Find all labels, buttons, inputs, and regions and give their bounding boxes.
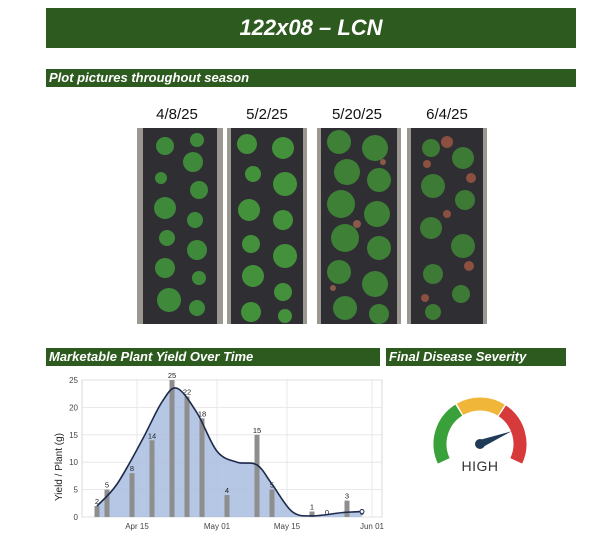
bar-9 [269, 489, 275, 517]
bar-8 [254, 434, 260, 517]
y-tick-label-4: 20 [69, 403, 78, 412]
section-header-pictures-text: Plot pictures throughout season [49, 70, 250, 85]
y-axis-label: Yield / Plant (g) [54, 433, 65, 501]
plot-photo-3-image [317, 128, 401, 324]
bar-value-label-2: 8 [130, 464, 134, 473]
section-header-disease-text: Final Disease Severity Rating [389, 349, 527, 382]
bar-value-label-8: 15 [253, 426, 261, 435]
bar-value-label-1: 5 [105, 481, 109, 490]
bar-value-label-3: 14 [148, 431, 156, 440]
plot-photo-1 [137, 128, 223, 324]
bar-0 [94, 506, 100, 517]
section-header-pictures: Plot pictures throughout season [46, 69, 576, 87]
gauge-hub [475, 439, 485, 449]
disease-gauge [420, 388, 540, 478]
y-tick-label-1: 5 [74, 486, 79, 495]
y-tick-label-2: 10 [69, 458, 78, 467]
plot-photo-1-image [137, 128, 223, 324]
x-tick-label-3: Jun 01 [360, 522, 385, 531]
bar-value-label-5: 22 [183, 387, 191, 396]
bar-value-label-0: 2 [95, 497, 99, 506]
bar-5 [184, 396, 190, 517]
bar-2 [129, 473, 135, 517]
x-tick-label-1: May 01 [204, 522, 231, 531]
smooth-end-point [359, 509, 365, 515]
gauge-arc-high [498, 405, 527, 464]
photo-date-2: 5/2/25 [246, 106, 288, 123]
gauge-needle-icon [478, 431, 512, 448]
plot-photo-4 [407, 128, 487, 324]
x-tick-label-0: Apr 15 [125, 522, 149, 531]
bar-4 [169, 380, 175, 517]
smooth-area [97, 387, 362, 517]
plot-photo-3 [317, 128, 401, 324]
bar-value-label-7: 4 [225, 486, 229, 495]
gauge-arc-mid [456, 397, 505, 416]
section-header-yield-text: Marketable Plant Yield Over Time [49, 349, 254, 364]
yield-chart: 0 5 10 15 20 25 Apr 15 May 01 May 15 Jun 01 2 5 8 14 2… [46, 371, 390, 537]
bar-7 [224, 495, 230, 517]
disease-gauge-svg [433, 397, 527, 464]
bar-value-label-12: 0 [325, 508, 329, 517]
bar-3 [149, 440, 155, 517]
bar-13 [344, 500, 350, 517]
bar-1 [104, 489, 110, 517]
bar-6 [199, 418, 205, 517]
gauge-arc-low [433, 404, 463, 464]
page-title: 122x08 – LCN [46, 8, 576, 48]
bar-11 [309, 511, 315, 517]
bar-value-label-11: 1 [310, 503, 314, 512]
y-tick-label-0: 0 [74, 513, 79, 522]
y-tick-label-5: 25 [69, 376, 78, 385]
section-header-disease: Final Disease Severity Rating [386, 348, 566, 382]
bar-value-label-6: 18 [198, 409, 206, 418]
photo-date-1: 4/8/25 [156, 106, 198, 123]
photo-date-4: 6/4/25 [426, 106, 468, 123]
section-header-yield: Marketable Plant Yield Over Time [46, 348, 380, 366]
plot-photo-2-image [227, 128, 307, 324]
page-title-text: 122x08 – LCN [239, 15, 383, 40]
plot-photo-4-image [407, 128, 487, 324]
photo-date-3: 5/20/25 [331, 106, 383, 123]
smooth-line [96, 387, 363, 517]
plot-photo-2 [227, 128, 307, 324]
bar-value-label-4: 25 [168, 372, 176, 380]
bar-value-label-13: 3 [345, 492, 349, 501]
disease-rating-label: HIGH [461, 458, 499, 474]
x-tick-label-2: May 15 [274, 522, 301, 531]
y-tick-label-3: 15 [69, 431, 78, 440]
